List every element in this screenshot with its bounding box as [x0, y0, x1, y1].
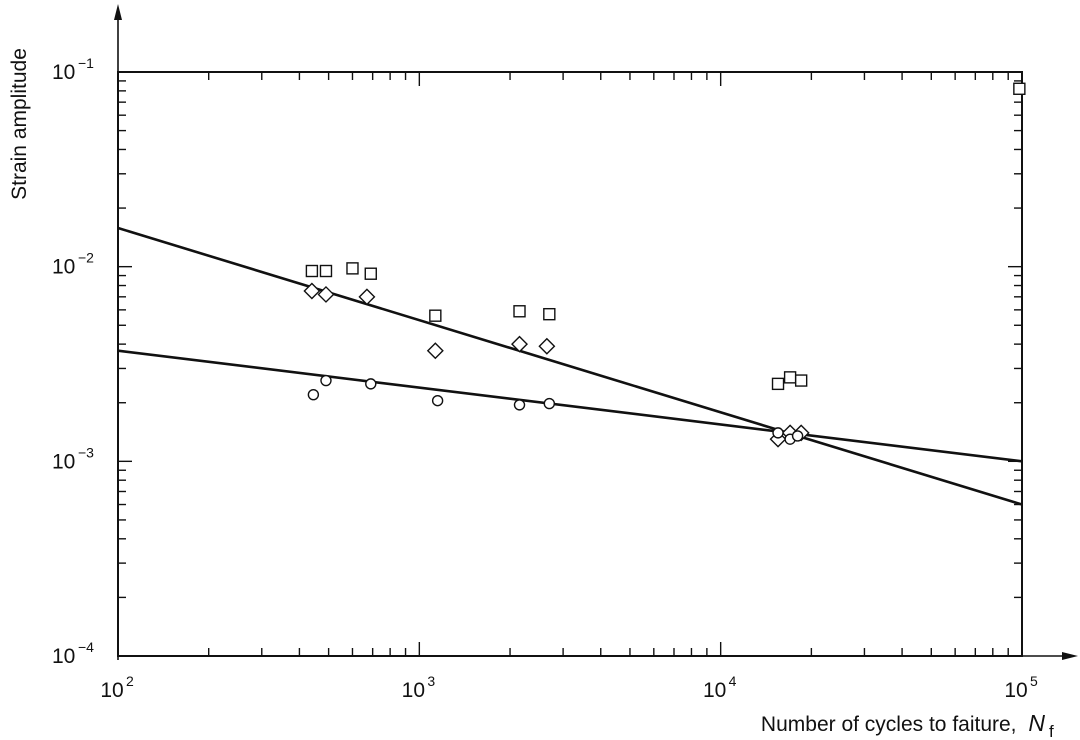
fit-lines-layer	[117, 226, 1023, 506]
x-tick-label-exponent: 3	[427, 673, 435, 689]
square-marker	[346, 262, 359, 275]
square-marker	[319, 264, 333, 278]
x-axis-arrowhead	[1062, 652, 1078, 660]
y-tick-label-base: 10	[52, 256, 75, 279]
y-tick-label: 10 −1	[52, 55, 94, 84]
diamond-marker	[511, 335, 528, 353]
diamond-marker	[426, 342, 444, 360]
circle-marker	[320, 374, 332, 387]
x-tick-label-base: 10	[1004, 679, 1027, 702]
circle-marker	[772, 427, 784, 439]
square-marker	[543, 307, 556, 321]
y-axis-label: Strain amplitude	[8, 48, 31, 200]
x-tick-label-base: 10	[402, 679, 425, 702]
x-axis-label-symbol: N	[1028, 710, 1045, 736]
plot-frame	[117, 71, 1023, 657]
diamond-marker	[358, 288, 376, 306]
square-marker	[513, 305, 526, 318]
square-marker	[1013, 82, 1026, 95]
x-tick-label: 10 5	[1004, 673, 1038, 702]
x-axis-label: Number of cycles to faiture, N	[761, 710, 1045, 736]
square-marker	[771, 377, 785, 391]
y-tick-label-base: 10	[52, 645, 75, 668]
square-marker	[794, 374, 808, 387]
markers-layer	[303, 82, 1026, 448]
circle-marker	[307, 388, 320, 401]
circle-marker	[513, 399, 526, 411]
fit-line	[117, 226, 1023, 506]
square-marker	[783, 371, 797, 384]
y-tick-label-exponent: −3	[78, 444, 94, 460]
x-tick-label-base: 10	[703, 679, 726, 702]
circle-marker	[431, 394, 444, 407]
x-axis-label-subscript: f	[1049, 722, 1054, 740]
circle-marker	[543, 397, 556, 410]
diamond-marker	[303, 282, 321, 300]
y-tick-label: 10 −3	[52, 444, 94, 473]
x-axis-label-text: Number of cycles to faiture,	[761, 713, 1017, 736]
y-axis-arrowhead	[114, 4, 122, 20]
ticks-layer	[118, 72, 1022, 656]
y-tick-label-base: 10	[52, 450, 75, 473]
circle-marker	[365, 378, 377, 390]
axes-layer	[114, 4, 1078, 660]
x-tick-label: 10 4	[703, 673, 737, 702]
y-tick-label: 10 −4	[52, 639, 94, 668]
y-tick-label-exponent: −1	[78, 55, 94, 71]
x-tick-label-exponent: 4	[729, 673, 737, 689]
tick-labels-layer: 10 2 10 3 10 4 10 510 −410 −310 −210 −1	[52, 55, 1038, 702]
square-marker	[305, 264, 319, 278]
y-tick-label-exponent: −4	[78, 639, 94, 655]
fit-line	[117, 349, 1023, 463]
y-tick-label: 10 −2	[52, 250, 94, 279]
y-tick-label-exponent: −2	[78, 250, 94, 266]
x-tick-label-exponent: 5	[1030, 673, 1038, 689]
x-tick-label: 10 2	[100, 673, 134, 702]
square-marker	[429, 309, 442, 322]
diamond-marker	[538, 337, 556, 355]
x-tick-label: 10 3	[402, 673, 436, 702]
x-tick-label-exponent: 2	[126, 673, 134, 689]
x-tick-label-base: 10	[100, 679, 123, 702]
square-marker	[364, 267, 377, 280]
diamond-marker	[317, 285, 335, 303]
y-tick-label-base: 10	[52, 61, 75, 84]
circle-marker	[791, 430, 804, 442]
